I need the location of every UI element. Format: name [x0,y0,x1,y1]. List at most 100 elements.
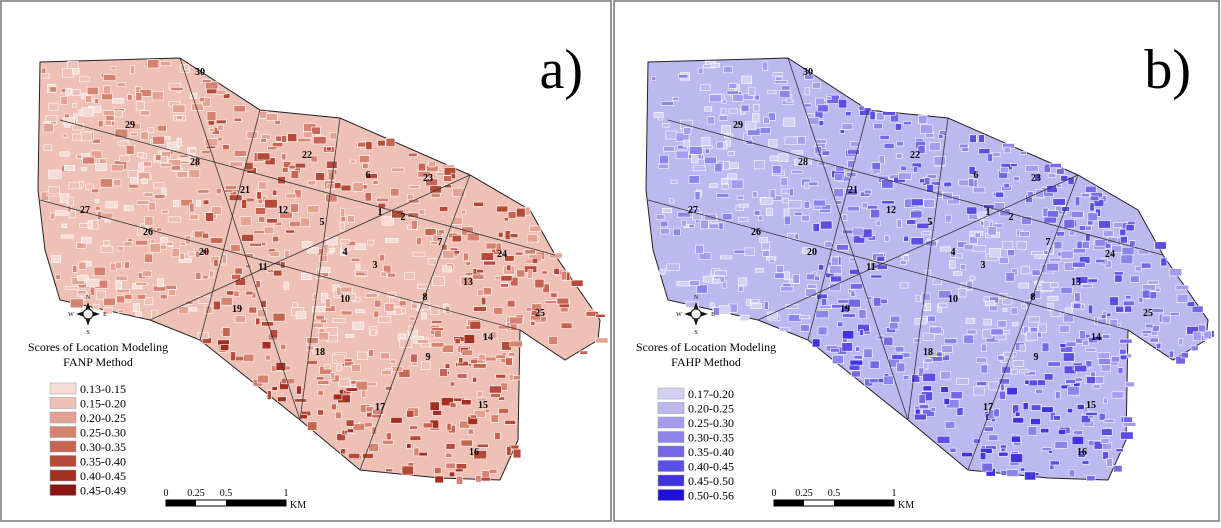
parcel [470,321,481,329]
parcel [832,355,843,364]
parcel [531,321,535,325]
parcel [391,417,402,423]
parcel [831,348,840,352]
parcel [1107,313,1112,317]
parcel [753,113,760,122]
parcel [386,469,393,472]
parcel [1074,430,1083,434]
parcel [1054,416,1061,421]
parcel [313,137,326,144]
parcel [1191,346,1198,351]
parcel [88,222,93,229]
parcel [661,228,670,234]
parcel [499,408,509,413]
parcel [120,156,129,162]
legend-label: 0.50-0.56 [688,489,734,503]
parcel [144,254,152,262]
legend-label: 0.20-0.25 [80,411,126,425]
parcel [49,187,60,194]
parcel [501,276,512,281]
parcel [1004,147,1011,153]
district-label: 20 [807,247,817,258]
parcel [124,206,133,211]
parcel [431,343,444,348]
parcel [897,220,902,228]
parcel [43,124,53,132]
parcel [95,206,100,210]
legend-label: 0.40-0.45 [688,460,734,474]
parcel [1125,306,1132,312]
parcel [734,250,745,254]
legend-label: 0.30-0.35 [688,431,734,445]
parcel [1020,468,1025,471]
parcel [244,354,254,361]
parcel [106,115,114,120]
parcel [919,405,929,409]
parcel [399,339,411,348]
parcel [1074,303,1081,309]
parcel [780,90,791,97]
parcel [351,258,360,261]
parcel [1060,344,1066,347]
parcel [891,316,901,322]
parcel [138,152,144,157]
district-label: 29 [125,120,135,131]
parcel [1001,470,1007,475]
parcel [729,109,738,113]
parcel [144,193,153,197]
parcel [356,310,365,313]
parcel [662,208,671,212]
parcel [1027,192,1033,197]
parcel [1126,225,1134,231]
parcel [221,297,232,305]
parcel [337,365,342,370]
parcel [142,179,148,184]
legend-label: 0.45-0.50 [688,474,734,488]
parcel [789,188,793,196]
parcel [830,266,842,274]
parcel [709,184,717,188]
parcel [992,152,1000,156]
parcel [1015,412,1020,416]
parcel [471,359,478,363]
compass-letter: N [694,295,699,301]
compass-letter: N [86,295,91,301]
parcel [1042,407,1054,413]
parcel [981,365,988,373]
parcel [975,233,980,238]
parcel [216,188,221,194]
parcel [775,81,788,84]
parcel [220,344,229,350]
parcel [130,66,134,74]
parcel [171,87,183,90]
parcel [755,268,763,272]
parcel [800,325,809,332]
parcel [660,270,666,275]
parcel [257,153,270,160]
parcel [265,199,278,208]
parcel [1116,306,1124,312]
parcel [1020,232,1030,237]
parcel [719,223,723,230]
parcel [388,273,396,277]
parcel [683,140,690,147]
parcel [318,390,323,395]
parcel [223,328,231,337]
parcel [185,65,189,70]
parcel [842,343,853,352]
parcel [365,193,371,201]
parcel [273,236,279,242]
parcel [1055,441,1068,448]
parcel [477,269,484,273]
parcel [62,224,67,228]
parcel [724,67,733,73]
parcel [259,182,267,189]
parcel [385,238,398,242]
parcel [236,356,244,361]
parcel [815,140,826,144]
scale-bar [774,500,804,506]
parcel [1101,429,1112,436]
parcel [1077,405,1084,410]
parcel [456,476,462,484]
parcel [987,154,992,162]
